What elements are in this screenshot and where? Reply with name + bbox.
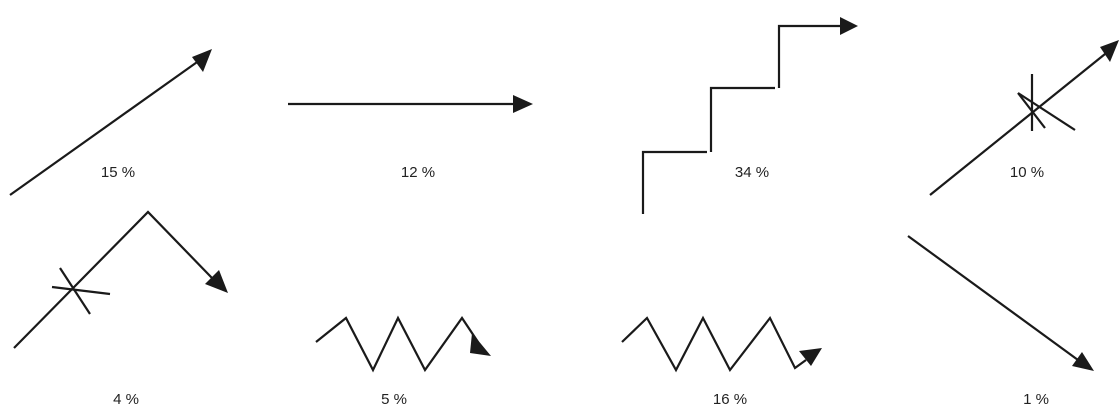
- cross-mark: [59, 267, 91, 315]
- trend-line: [315, 315, 479, 373]
- pattern-percentage: 4 %: [113, 391, 139, 404]
- arrowhead-icon: [840, 17, 858, 35]
- pattern-percentage: 12 %: [401, 164, 435, 181]
- pattern-zigzag-short: 5 %: [315, 315, 491, 404]
- trend-line: [621, 315, 807, 373]
- pattern-zigzag-long: 16 %: [621, 315, 822, 404]
- pattern-diagonal-down: 1 %: [907, 235, 1094, 404]
- arrowhead-icon: [205, 270, 228, 293]
- pattern-crossed-peak: 4 %: [13, 210, 228, 404]
- arrowhead-icon: [470, 333, 491, 356]
- pattern-percentage: 16 %: [713, 391, 747, 404]
- trend-line: [929, 49, 1111, 196]
- trend-line: [907, 235, 1079, 361]
- trend-line: [709, 86, 775, 152]
- pattern-percentage: 5 %: [381, 391, 407, 404]
- trend-line: [777, 24, 840, 88]
- trend-line: [641, 150, 707, 214]
- pattern-horizontal: 12 %: [288, 95, 533, 181]
- pattern-percentage: 15 %: [101, 164, 135, 181]
- pattern-percentage: 1 %: [1023, 391, 1049, 404]
- pattern-staircase: 34 %: [641, 17, 858, 214]
- pattern-percentage: 10 %: [1010, 164, 1044, 181]
- pattern-percentage: 34 %: [735, 164, 769, 181]
- pattern-diagonal-up: 15 %: [9, 49, 212, 196]
- trend-line: [9, 59, 201, 196]
- arrowhead-icon: [799, 348, 822, 366]
- cross-mark: [1017, 92, 1076, 131]
- pattern-diagonal-up-crossed: 10 %: [929, 40, 1119, 196]
- arrowhead-icon: [1100, 40, 1119, 62]
- arrowhead-icon: [513, 95, 533, 113]
- arrowhead-icon: [192, 49, 212, 72]
- cross-mark: [51, 285, 111, 296]
- trend-line: [13, 210, 213, 349]
- arrowhead-icon: [1072, 352, 1094, 371]
